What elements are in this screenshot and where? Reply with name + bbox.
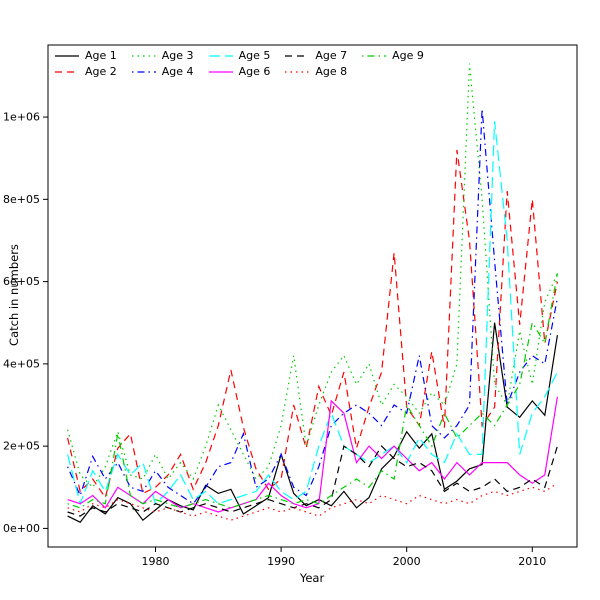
legend-item-age-7: Age 7 xyxy=(284,49,348,62)
y-tick-label: 1e+06 xyxy=(3,111,40,124)
legend-label: Age 6 xyxy=(238,65,271,78)
legend-item-age-2: Age 2 xyxy=(54,65,117,78)
legend-line-sample-icon xyxy=(55,55,79,57)
y-tick-label: 2e+05 xyxy=(3,440,40,453)
legend-label: Age 4 xyxy=(161,65,194,78)
legend-label: Age 2 xyxy=(85,65,117,78)
legend-label: Age 9 xyxy=(392,49,424,62)
x-tick-label: 2000 xyxy=(393,555,421,568)
legend-label: Age 5 xyxy=(238,49,271,62)
legend-item-age-4: Age 4 xyxy=(131,65,194,78)
series-line-age-9 xyxy=(67,273,558,509)
legend: Age 1 Age 2 Age 3 Age 4 Age 5 Age 6 Age 7 Age 8… xyxy=(54,48,424,80)
legend-line-sample-icon xyxy=(208,71,233,73)
legend-item-age-5: Age 5 xyxy=(208,49,271,62)
legend-line-sample-icon xyxy=(131,55,156,57)
series-line-age-5 xyxy=(67,121,558,506)
series-line-age-7 xyxy=(67,445,558,517)
y-tick-label: 4e+05 xyxy=(3,357,40,370)
legend-item-age-9: Age 9 xyxy=(361,49,424,62)
legend-item-age-3: Age 3 xyxy=(131,49,194,62)
legend-line-sample-icon xyxy=(285,55,310,57)
legend-label: Age 8 xyxy=(315,65,348,78)
legend-line-sample-icon xyxy=(362,55,387,57)
plot-frame xyxy=(47,44,578,548)
legend-line-sample-icon xyxy=(55,71,79,73)
series-line-age-6 xyxy=(67,396,558,513)
y-tick-label: 6e+05 xyxy=(3,275,40,288)
x-tick-label: 1980 xyxy=(142,555,170,568)
legend-label: Age 1 xyxy=(85,49,117,62)
legend-item-age-6: Age 6 xyxy=(208,65,271,78)
series-line-age-4 xyxy=(67,108,558,505)
legend-item-age-8: Age 8 xyxy=(284,65,348,78)
legend-line-sample-icon xyxy=(285,71,310,73)
y-axis-label: Catch in numbers xyxy=(7,244,21,346)
y-tick-label: 8e+05 xyxy=(3,193,40,206)
x-axis-label: Year xyxy=(299,571,325,585)
legend-label: Age 3 xyxy=(161,49,194,62)
series-line-age-2 xyxy=(67,149,558,500)
legend-item-age-1: Age 1 xyxy=(54,49,117,62)
series-line-age-1 xyxy=(67,322,558,523)
x-tick-label: 2010 xyxy=(518,555,546,568)
x-tick-label: 1990 xyxy=(267,555,295,568)
legend-line-sample-icon xyxy=(131,71,156,73)
legend-label: Age 7 xyxy=(315,49,348,62)
legend-line-sample-icon xyxy=(208,55,233,57)
y-tick-label: 0e+00 xyxy=(3,522,40,535)
